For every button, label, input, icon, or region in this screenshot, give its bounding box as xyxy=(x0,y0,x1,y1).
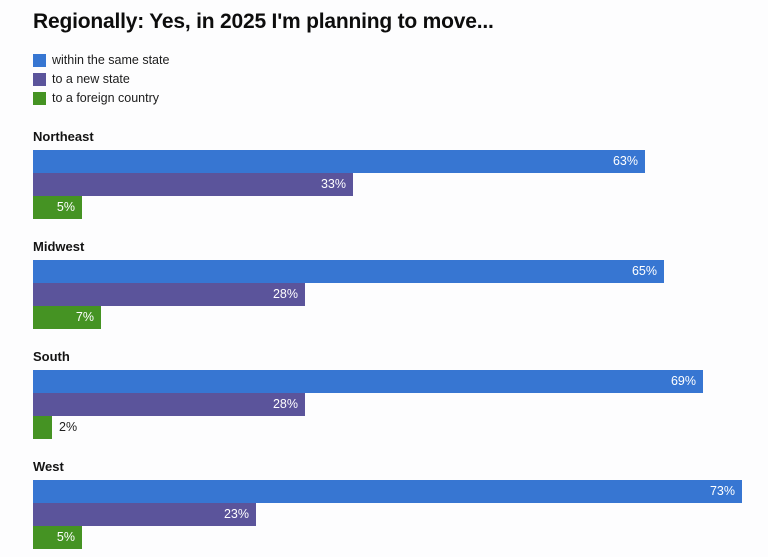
region-group: Northeast 63% 33% 5% xyxy=(33,129,768,219)
bar: 69% xyxy=(33,370,703,393)
region-label: West xyxy=(33,459,64,474)
bar-row: 33% xyxy=(33,173,768,196)
bar-row: 5% xyxy=(33,196,768,219)
region-label: Northeast xyxy=(33,129,94,144)
bar: 23% xyxy=(33,503,256,526)
bar-row: 28% xyxy=(33,283,768,306)
bar-row: 69% xyxy=(33,370,768,393)
legend-label: to a new state xyxy=(52,72,130,87)
legend-swatch-blue xyxy=(33,54,46,67)
legend-label: within the same state xyxy=(52,53,170,68)
bar-row: 7% xyxy=(33,306,768,329)
chart-legend: within the same state to a new state to … xyxy=(33,51,768,108)
bar: 28% xyxy=(33,283,305,306)
bar: 73% xyxy=(33,480,742,503)
chart-title: Regionally: Yes, in 2025 I'm planning to… xyxy=(33,10,494,33)
bar-value-label: 7% xyxy=(75,310,94,325)
chart-groups: Northeast 63% 33% 5% Midwest 65% 28% xyxy=(33,129,768,549)
region-group: Midwest 65% 28% 7% xyxy=(33,239,768,329)
bar-value-label: 28% xyxy=(272,287,298,302)
legend-item: within the same state xyxy=(33,51,768,70)
bar-value-label: 5% xyxy=(56,530,75,545)
bar-value-label: 63% xyxy=(612,154,638,169)
bar-row: 28% xyxy=(33,393,768,416)
bar-row: 65% xyxy=(33,260,768,283)
bar xyxy=(33,416,52,439)
bar: 65% xyxy=(33,260,664,283)
legend-label: to a foreign country xyxy=(52,91,160,106)
bar: 33% xyxy=(33,173,353,196)
bar-value-label: 69% xyxy=(670,374,696,389)
bar-value-label: 23% xyxy=(223,507,249,522)
bar-value-label: 5% xyxy=(56,200,75,215)
region-label: South xyxy=(33,349,70,364)
bar-row: 5% xyxy=(33,526,768,549)
bar: 63% xyxy=(33,150,645,173)
region-group: West 73% 23% 5% xyxy=(33,459,768,549)
bar-value-label: 73% xyxy=(709,484,735,499)
bar-row: 23% xyxy=(33,503,768,526)
bar-row: 73% xyxy=(33,480,768,503)
bar-value-label: 28% xyxy=(272,397,298,412)
legend-swatch-green xyxy=(33,92,46,105)
bar-row: 63% xyxy=(33,150,768,173)
legend-swatch-purple xyxy=(33,73,46,86)
bar-value-label: 33% xyxy=(320,177,346,192)
legend-item: to a new state xyxy=(33,70,768,89)
region-label: Midwest xyxy=(33,239,85,254)
bar-value-label: 2% xyxy=(59,420,78,435)
bar: 7% xyxy=(33,306,101,329)
bar: 5% xyxy=(33,196,82,219)
bar: 28% xyxy=(33,393,305,416)
bar-value-label: 65% xyxy=(631,264,657,279)
bar-row: 2% xyxy=(33,416,768,439)
legend-item: to a foreign country xyxy=(33,89,768,108)
region-group: South 69% 28% 2% xyxy=(33,349,768,439)
bar: 5% xyxy=(33,526,82,549)
